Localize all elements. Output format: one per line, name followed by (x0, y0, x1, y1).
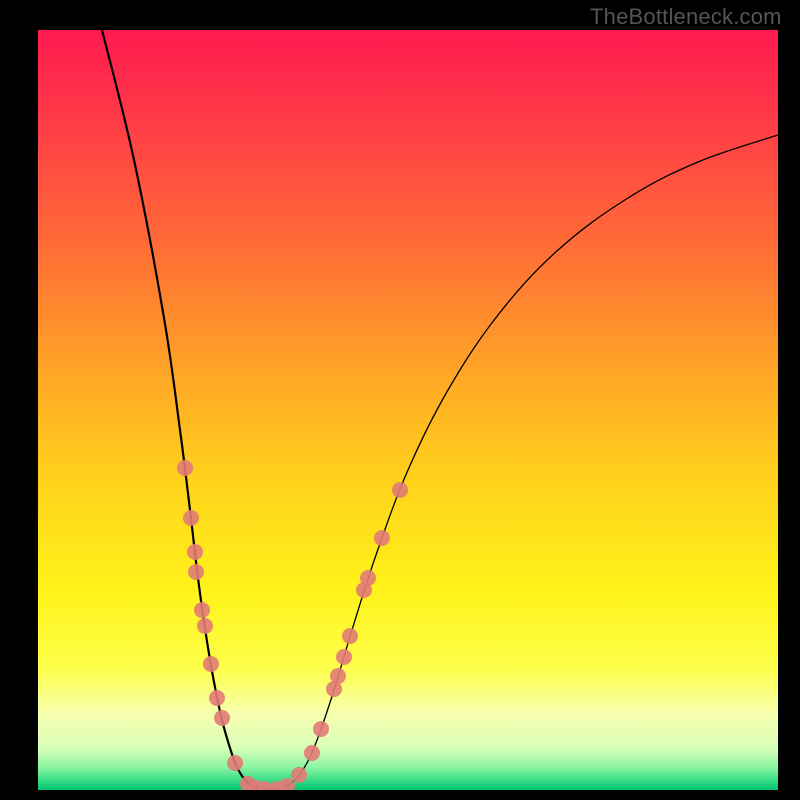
watermark-text: TheBottleneck.com (590, 4, 782, 30)
data-point (360, 570, 376, 586)
chart-svg (38, 30, 778, 790)
data-point (342, 628, 358, 644)
data-point (187, 544, 203, 560)
data-point (197, 618, 213, 634)
data-point (194, 602, 210, 618)
data-point (177, 460, 193, 476)
data-point (183, 510, 199, 526)
data-point (227, 755, 243, 771)
data-point (392, 482, 408, 498)
data-point (313, 721, 329, 737)
data-point (291, 767, 307, 783)
data-point (214, 710, 230, 726)
outer-frame: TheBottleneck.com (0, 0, 800, 800)
plot-area (38, 30, 778, 790)
gradient-background (38, 30, 778, 790)
data-point (209, 690, 225, 706)
data-point (336, 649, 352, 665)
data-point (374, 530, 390, 546)
data-point (330, 668, 346, 684)
data-point (304, 745, 320, 761)
data-point (203, 656, 219, 672)
data-point (188, 564, 204, 580)
